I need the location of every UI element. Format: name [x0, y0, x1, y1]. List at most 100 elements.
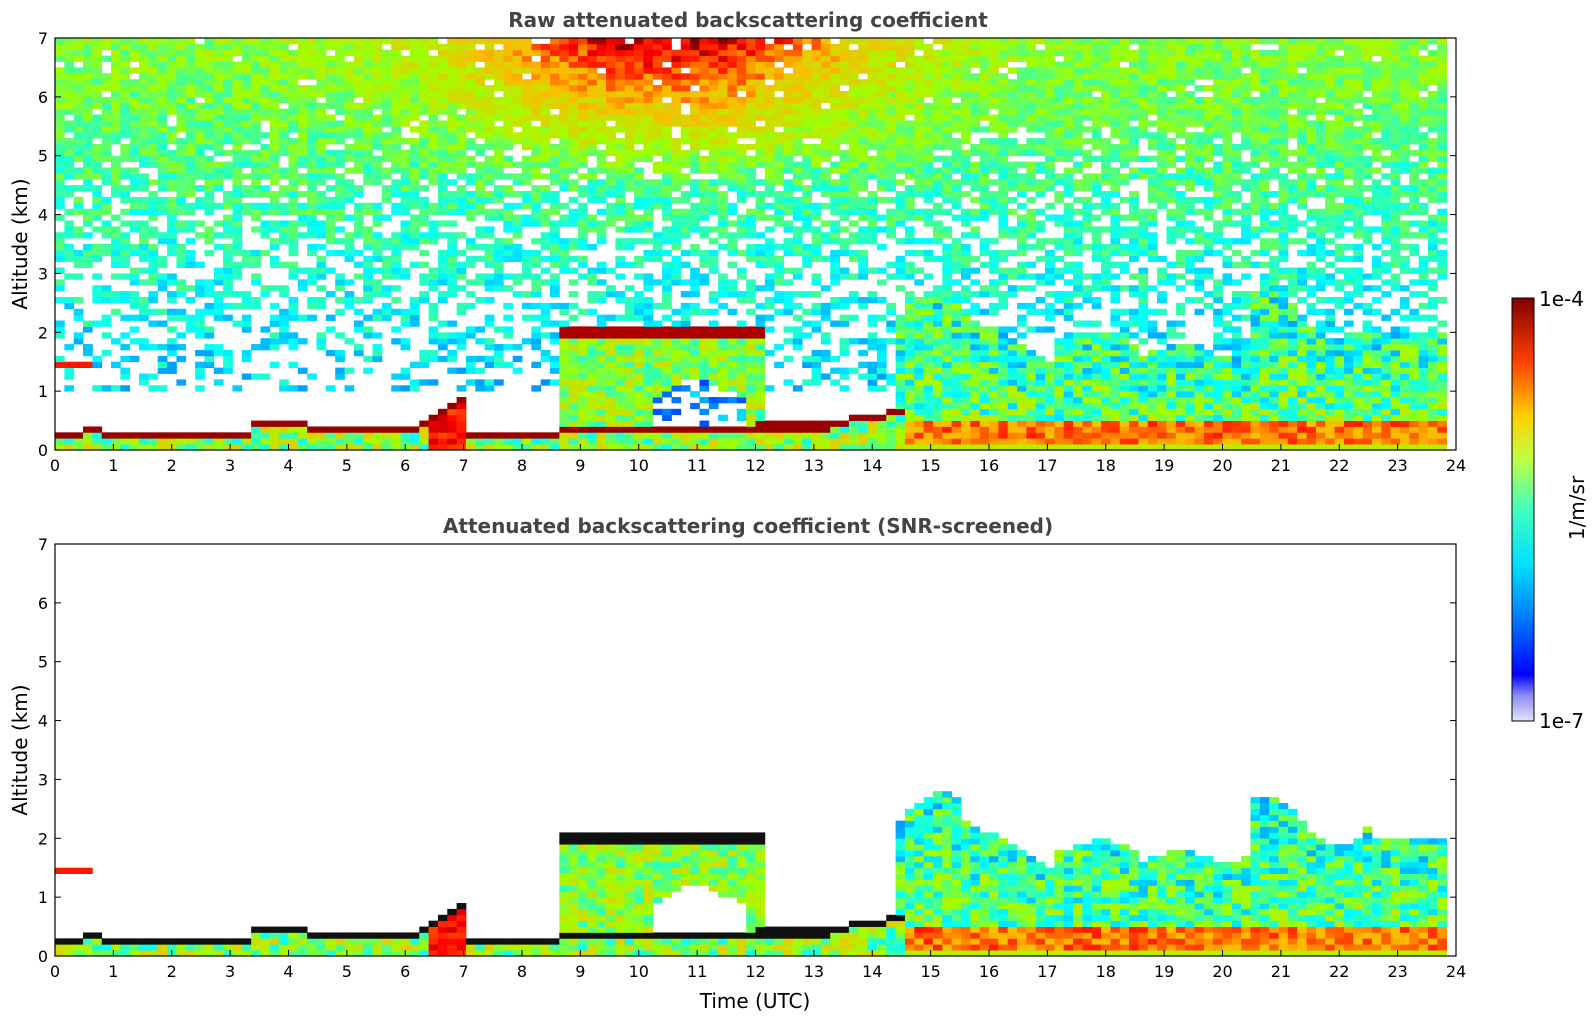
heatmap-cell — [904, 138, 915, 145]
heatmap-cell — [932, 90, 943, 98]
heatmap-cell — [120, 385, 131, 392]
heatmap-cell — [475, 326, 486, 333]
heatmap-cell — [279, 202, 289, 210]
heatmap-cell — [886, 320, 896, 327]
heatmap-cell — [167, 361, 177, 368]
heatmap-cell — [73, 361, 84, 368]
heatmap-cell — [839, 108, 850, 115]
heatmap-cell — [428, 444, 439, 451]
heatmap-cell — [802, 161, 812, 168]
heatmap-cell — [522, 432, 532, 439]
heatmap-cell — [671, 361, 682, 368]
heatmap-cell — [839, 79, 850, 86]
heatmap-cell — [456, 267, 467, 274]
heatmap-cell — [615, 338, 626, 345]
heatmap-cell — [867, 167, 878, 174]
heatmap-cell — [596, 138, 607, 145]
heatmap-cell — [297, 149, 308, 157]
heatmap-cell — [811, 379, 822, 386]
heatmap-cell — [979, 238, 990, 245]
heatmap-cell — [381, 255, 392, 263]
heatmap-cell — [204, 126, 215, 133]
heatmap-cell — [960, 444, 971, 451]
heatmap-cell — [867, 191, 878, 198]
heatmap-cell — [484, 191, 495, 198]
heatmap-cell — [484, 438, 495, 445]
heatmap-cell — [531, 214, 542, 221]
heatmap-cell — [241, 291, 252, 298]
heatmap-cell — [942, 232, 953, 239]
heatmap-cell — [746, 397, 756, 404]
heatmap-cell — [578, 155, 588, 162]
heatmap-cell — [447, 438, 458, 445]
heatmap-cell — [391, 179, 401, 186]
heatmap-cell — [531, 285, 542, 292]
heatmap-cell — [942, 73, 953, 80]
heatmap-cell — [923, 379, 934, 386]
heatmap-cell — [512, 344, 523, 351]
heatmap-cell — [727, 102, 738, 110]
heatmap-cell — [428, 102, 439, 110]
heatmap-cell — [764, 43, 775, 51]
heatmap-cell — [960, 267, 971, 274]
heatmap-cell — [708, 255, 719, 263]
heatmap-cell — [578, 373, 588, 380]
heatmap-cell — [914, 432, 925, 439]
heatmap-cell — [531, 220, 542, 227]
heatmap-cell — [101, 138, 112, 145]
heatmap-cell — [111, 108, 121, 115]
heatmap-cell — [55, 432, 65, 439]
heatmap-cell — [148, 102, 159, 110]
heatmap-cell — [690, 438, 700, 445]
heatmap-cell — [111, 90, 121, 98]
heatmap-cell — [316, 173, 327, 180]
heatmap-cell — [92, 173, 103, 180]
heatmap-cell — [802, 444, 812, 451]
heatmap-cell — [811, 320, 822, 327]
heatmap-cell — [83, 149, 93, 157]
heatmap-cell — [428, 79, 439, 86]
heatmap-cell — [960, 138, 971, 145]
heatmap-cell — [475, 38, 486, 45]
heatmap-cell — [157, 114, 168, 121]
heatmap-cell — [764, 191, 775, 198]
heatmap-cell — [951, 149, 962, 157]
heatmap-cell — [662, 185, 672, 192]
heatmap-cell — [989, 138, 999, 145]
heatmap-cell — [437, 102, 448, 110]
heatmap-cell — [914, 326, 925, 333]
heatmap-cell — [643, 426, 654, 433]
heatmap-cell — [643, 385, 654, 392]
heatmap-cell — [652, 302, 663, 310]
heatmap-cell — [213, 308, 224, 316]
heatmap-cell — [699, 108, 710, 115]
heatmap-cell — [176, 285, 187, 292]
heatmap-cell — [531, 67, 542, 74]
heatmap-cell — [456, 444, 467, 451]
heatmap-cell — [484, 96, 495, 104]
heatmap-cell — [73, 255, 84, 263]
heatmap-cell — [92, 61, 103, 68]
heatmap-cell — [989, 308, 999, 316]
heatmap-cell — [568, 414, 579, 421]
heatmap-cell — [335, 161, 345, 168]
heatmap-cell — [550, 444, 560, 451]
heatmap-cell — [316, 55, 327, 62]
heatmap-cell — [662, 349, 672, 357]
heatmap-cell — [718, 196, 728, 204]
heatmap-cell — [680, 49, 691, 57]
heatmap-cell — [92, 185, 103, 192]
heatmap-cell — [213, 279, 224, 286]
heatmap-cell — [578, 49, 588, 57]
heatmap-cell — [989, 373, 999, 380]
heatmap-cell — [820, 167, 831, 174]
heatmap-cell — [904, 397, 915, 404]
heatmap-cell — [297, 220, 308, 227]
heatmap-cell — [643, 420, 654, 427]
heatmap-cell — [176, 208, 187, 215]
heatmap-cell — [419, 438, 429, 445]
heatmap-cell — [409, 102, 420, 110]
heatmap-cell — [830, 320, 840, 327]
heatmap-cell — [867, 161, 878, 168]
heatmap-cell — [297, 202, 308, 210]
